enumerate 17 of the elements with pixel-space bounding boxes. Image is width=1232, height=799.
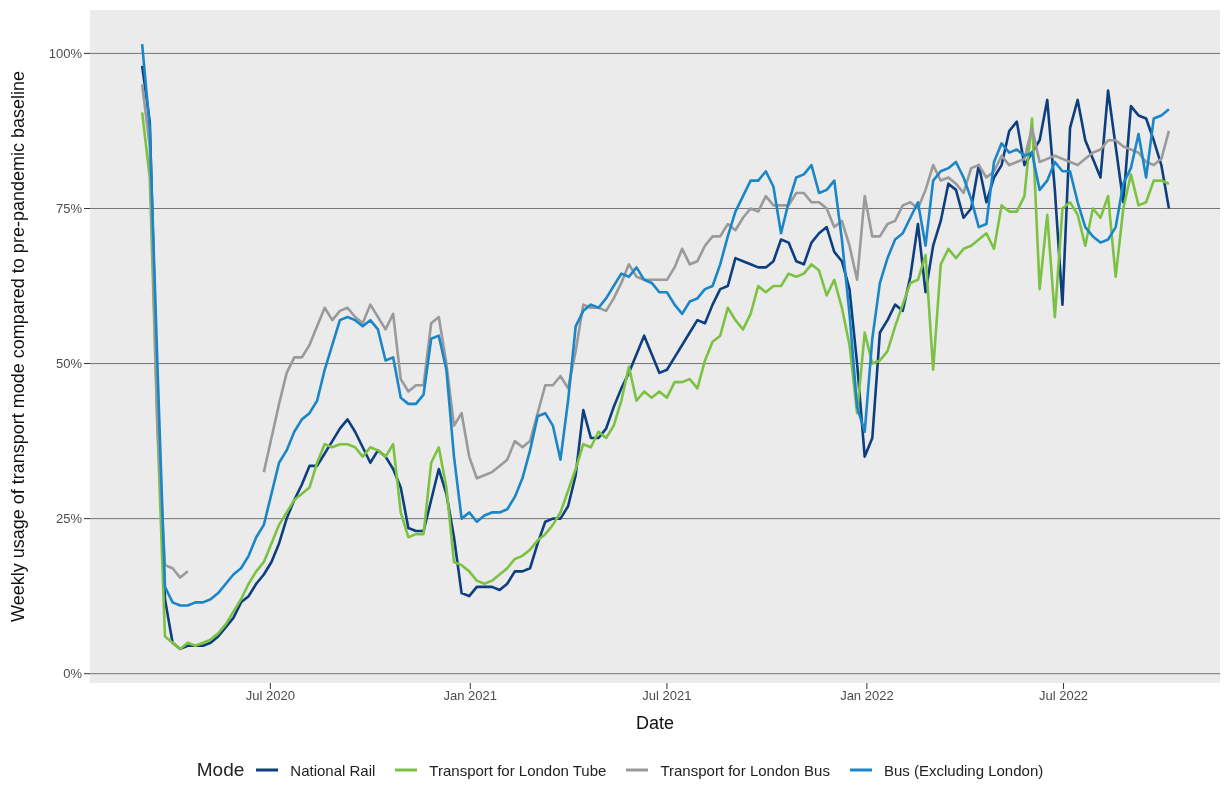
y-tick-label: 0%: [63, 666, 83, 682]
legend-label: Transport for London Bus: [660, 761, 830, 779]
y-tick-label: 50%: [55, 356, 83, 372]
y-tick-label: 100%: [48, 46, 83, 62]
legend-title: Mode: [196, 759, 245, 781]
y-tick-label: 25%: [55, 511, 83, 527]
legend-label: Transport for London Tube: [429, 761, 607, 779]
x-tick-label: Jan 2022: [840, 688, 894, 704]
x-tick-label: Jul 2021: [642, 688, 692, 704]
legend-label: Bus (Excluding London): [883, 761, 1044, 779]
y-tick-label: 75%: [55, 201, 83, 217]
x-tick-label: Jul 2020: [245, 688, 295, 704]
x-tick-label: Jul 2022: [1038, 688, 1089, 704]
y-axis-title: Weekly usage of transport mode compared to pre-pandemic baseline: [8, 71, 29, 622]
x-axis-title: Date: [635, 713, 675, 733]
x-tick-label: Jan 2021: [443, 688, 498, 704]
legend-label: National Rail: [290, 761, 376, 779]
